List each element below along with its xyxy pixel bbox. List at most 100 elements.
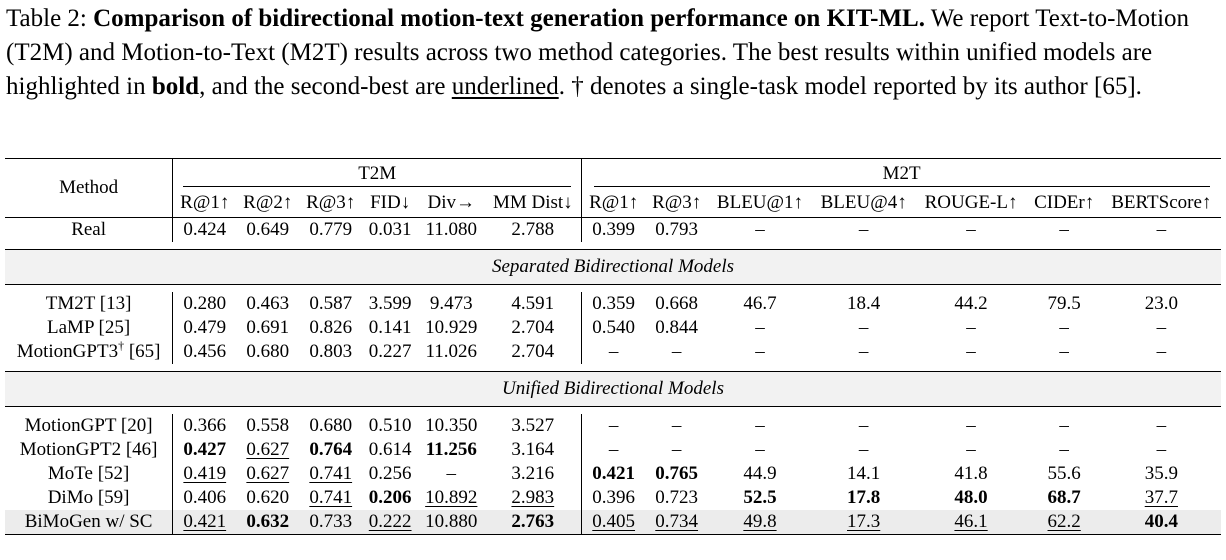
column-header: Div→ <box>427 192 476 213</box>
value-cell: 0.558 <box>236 414 299 438</box>
value-cell: – <box>811 217 916 242</box>
cell-value: – <box>858 317 869 338</box>
value-cell: 0.359 <box>581 292 646 316</box>
cell-value: 0.765 <box>655 463 699 484</box>
cell-value: 0.764 <box>309 439 353 460</box>
value-cell: 0.649 <box>236 217 300 242</box>
cell-value: 0.359 <box>592 293 636 314</box>
value-cell: 10.929 <box>418 316 484 340</box>
column-header: R@3↑ <box>652 192 702 213</box>
cell-value: 2.704 <box>511 341 555 362</box>
section-unified: Unified Bidirectional Models <box>5 371 1221 407</box>
cell-value: 0.587 <box>309 293 353 314</box>
cell-value: 10.929 <box>425 317 478 338</box>
value-cell: 10.892 <box>418 486 484 510</box>
column-header: BLEU@1↑ <box>716 192 804 213</box>
cell-value: – <box>755 317 765 338</box>
value-cell: 0.793 <box>645 217 709 242</box>
table-row-real: Real 0.424 0.649 0.779 0.031 11.080 2.788 0.399… <box>5 217 1221 242</box>
value-cell: – <box>812 316 916 340</box>
dagger-mark: † <box>118 338 125 353</box>
cell-value: – <box>966 439 976 460</box>
value-cell: 46.7 <box>708 292 812 316</box>
value-cell: 0.396 <box>581 486 646 510</box>
cell-value: – <box>755 219 765 240</box>
value-cell: 0.141 <box>362 316 418 340</box>
cell-value: 9.473 <box>429 293 473 314</box>
cell-value: 2.704 <box>511 317 555 338</box>
caption-title: Comparison of bidirectional motion-text … <box>93 5 925 32</box>
cell-value: 2.763 <box>511 511 555 532</box>
value-cell: – <box>1102 438 1221 462</box>
cell-value: – <box>755 439 765 460</box>
value-cell: 0.620 <box>236 486 299 510</box>
value-cell: 0.741 <box>299 486 362 510</box>
value-cell: – <box>915 217 1027 242</box>
header-columns-row: R@1↑ R@2↑ R@3↑ FID↓ Div→ MM Dist↓ R@1↑ R@3↑ BLEU… <box>5 189 1221 218</box>
value-cell: 0.206 <box>362 486 418 510</box>
method-name: MotionGPT [20] <box>5 414 173 438</box>
value-cell: 0.405 <box>581 510 646 535</box>
cell-value: 0.280 <box>183 293 227 314</box>
value-cell: – <box>915 414 1026 438</box>
table-row: MotionGPT3† [65] 0.456 0.680 0.803 0.227 11.0… <box>5 340 1221 364</box>
cell-value: 0.419 <box>183 463 227 484</box>
cell-value: 62.2 <box>1047 511 1081 532</box>
cell-value: – <box>446 463 457 484</box>
cell-value: 0.463 <box>246 293 290 314</box>
cell-value: 0.844 <box>655 317 699 338</box>
method-name-text: DiMo [59] <box>47 487 130 508</box>
cell-value: 35.9 <box>1144 463 1178 484</box>
value-cell: 0.421 <box>172 510 237 535</box>
cell-value: 0.031 <box>368 219 412 240</box>
cell-value: 0.779 <box>309 219 353 240</box>
value-cell: 0.826 <box>299 316 362 340</box>
value-cell: – <box>708 217 812 242</box>
value-cell: – <box>708 340 812 364</box>
value-cell: 17.3 <box>811 510 916 535</box>
cell-value: 0.680 <box>246 341 290 362</box>
column-header: R@3↑ <box>306 192 356 213</box>
cell-value: 17.8 <box>847 487 881 508</box>
column-header: FID↓ <box>370 192 411 213</box>
value-cell: 10.880 <box>418 510 485 535</box>
value-cell: 0.366 <box>172 414 237 438</box>
section-label: Separated Bidirectional Models <box>5 249 1221 285</box>
table-caption: Table 2: Comparison of bidirectional mot… <box>6 2 1220 104</box>
value-cell: 0.031 <box>362 217 419 242</box>
value-cell: 44.2 <box>915 292 1026 316</box>
cell-value: – <box>1156 219 1167 240</box>
cell-value: 0.479 <box>183 317 227 338</box>
value-cell: – <box>581 438 646 462</box>
cell-value: 0.680 <box>309 415 353 436</box>
value-cell: 0.399 <box>581 217 646 242</box>
cell-value: 0.649 <box>246 219 290 240</box>
cell-value: 10.880 <box>425 511 478 532</box>
table-row: DiMo [59] 0.406 0.620 0.741 0.206 10.892 2.983… <box>5 486 1221 510</box>
value-cell: 10.350 <box>418 414 484 438</box>
value-cell: 3.216 <box>484 462 581 486</box>
value-cell: – <box>1102 316 1221 340</box>
column-header: BLEU@4↑ <box>820 192 907 213</box>
method-name: DiMo [59] <box>5 486 173 510</box>
cell-value: – <box>608 415 619 436</box>
cell-value: – <box>1156 439 1167 460</box>
cell-value: 46.7 <box>743 293 777 314</box>
value-cell: 55.6 <box>1027 462 1102 486</box>
value-cell: 62.2 <box>1026 510 1102 535</box>
method-name-text: LaMP [25] <box>47 317 131 338</box>
value-cell: 48.0 <box>915 486 1026 510</box>
cell-value: – <box>1059 439 1069 460</box>
value-cell: 23.0 <box>1102 292 1221 316</box>
value-cell: 0.463 <box>236 292 299 316</box>
value-cell: 0.421 <box>581 462 646 486</box>
cell-value: 0.227 <box>368 341 412 362</box>
cell-value: – <box>671 415 682 436</box>
cell-value: 0.405 <box>592 511 636 532</box>
cell-value: 0.421 <box>592 463 636 484</box>
value-cell: – <box>645 414 708 438</box>
method-name: MotionGPT3† [65] <box>5 340 173 364</box>
value-cell: 3.527 <box>484 414 581 438</box>
cell-value: – <box>1059 415 1069 436</box>
value-cell: 0.627 <box>236 462 299 486</box>
